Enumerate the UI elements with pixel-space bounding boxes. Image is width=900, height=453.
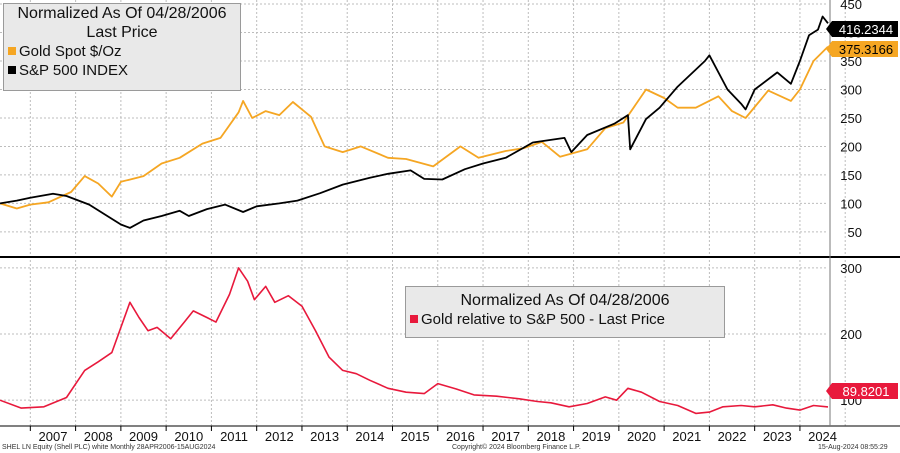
last-value-tag-spx-box <box>826 21 898 37</box>
last-value-tag-gold-value: 375.3166 <box>839 42 893 57</box>
x-tick-label: 2009 <box>129 429 158 444</box>
x-tick-label: 2010 <box>174 429 203 444</box>
x-tick-label: 2021 <box>672 429 701 444</box>
x-tick-label: 2023 <box>763 429 792 444</box>
x-tick-label: 2019 <box>582 429 611 444</box>
x-tick-label: 2012 <box>265 429 294 444</box>
spx-swatch-icon <box>8 66 16 74</box>
x-tick-label: 2016 <box>446 429 475 444</box>
series-lines <box>0 15 829 415</box>
footer-copyright: Copyright© 2024 Bloomberg Finance L.P. <box>452 444 581 451</box>
legend-item-gold: Gold Spot $/Oz <box>4 42 240 61</box>
x-tick-label: 2013 <box>310 429 339 444</box>
footer-source: SHEL LN Equity (Shell PLC) white Monthly… <box>2 444 216 451</box>
footer-timestamp: 15-Aug-2024 08:55:29 <box>818 444 888 451</box>
legend-top-subtitle: Last Price <box>86 24 158 41</box>
y-tick-label: 150 <box>840 168 862 183</box>
x-tick-label: 2015 <box>401 429 430 444</box>
last-value-tag-ratio: 89.8201 <box>826 383 898 399</box>
x-tick-label: 2018 <box>536 429 565 444</box>
series-line-ratio <box>0 267 829 415</box>
legend-top: Normalized As Of 04/28/2006 Last Price G… <box>3 3 241 91</box>
x-tick-label: 2020 <box>627 429 656 444</box>
last-value-tag-gold-box <box>826 41 898 57</box>
series-line-gold <box>0 45 829 210</box>
last-value-tag-ratio-box <box>826 383 898 399</box>
y-tick-label: 350 <box>840 54 862 69</box>
last-value-tag-ratio-value: 89.8201 <box>843 384 890 399</box>
legend-spx-label: S&P 500 INDEX <box>19 62 128 79</box>
y-tick-label: 300 <box>840 261 862 276</box>
ratio-swatch-icon <box>410 315 418 323</box>
legend-top-title: Normalized As Of 04/28/2006 <box>17 5 227 22</box>
last-value-tag-spx-value: 416.2344 <box>839 22 893 37</box>
legend-item-ratio: Gold relative to S&P 500 - Last Price <box>406 310 724 329</box>
gold-swatch-icon <box>8 47 16 55</box>
last-value-tag-spx: 416.2344 <box>826 21 898 37</box>
legend-gold-label: Gold Spot $/Oz <box>19 43 122 60</box>
x-tick-label: 2011 <box>220 429 248 444</box>
y-tick-label: 200 <box>840 327 862 342</box>
legend-ratio-label: Gold relative to S&P 500 - Last Price <box>421 311 666 328</box>
y-tick-label: 100 <box>840 196 862 211</box>
x-tick-label: 2017 <box>491 429 520 444</box>
y-tick-label: 200 <box>840 139 862 154</box>
legend-bottom: Normalized As Of 04/28/2006 Gold relativ… <box>405 286 725 338</box>
legend-item-spx: S&P 500 INDEX <box>4 61 240 80</box>
legend-bottom-title: Normalized As Of 04/28/2006 <box>460 292 670 309</box>
x-tick-label: 2022 <box>718 429 747 444</box>
series-line-spx <box>0 15 829 229</box>
x-tick-label: 2007 <box>39 429 68 444</box>
x-tick-label: 2008 <box>84 429 113 444</box>
x-tick-label: 2024 <box>808 429 837 444</box>
y-tick-label: 450 <box>840 0 862 12</box>
y-tick-label: 50 <box>848 225 862 240</box>
x-tick-label: 2014 <box>355 429 384 444</box>
y-tick-label: 300 <box>840 82 862 97</box>
y-tick-label: 250 <box>840 111 862 126</box>
last-value-tag-gold: 375.3166 <box>826 41 898 57</box>
